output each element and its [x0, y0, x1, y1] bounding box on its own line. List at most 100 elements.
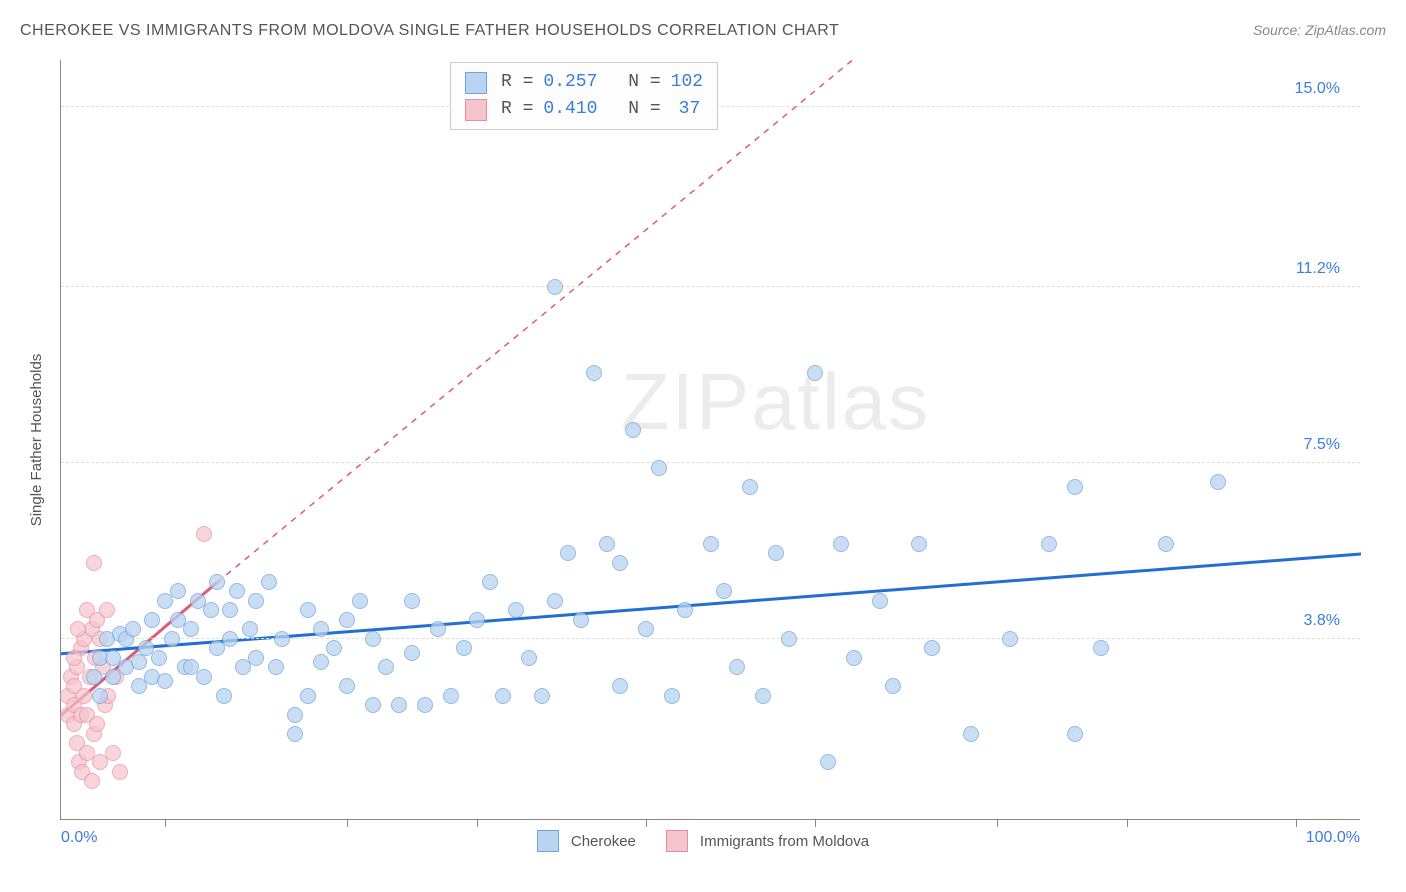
y-tick-label: 7.5%	[1304, 436, 1340, 454]
n-label: N =	[628, 69, 660, 96]
scatter-point-a	[86, 669, 102, 685]
x-minor-tick	[347, 819, 348, 827]
scatter-point-a	[404, 645, 420, 661]
scatter-point-a	[586, 365, 602, 381]
x-minor-tick	[815, 819, 816, 827]
x-minor-tick	[477, 819, 478, 827]
chart-header: CHEROKEE VS IMMIGRANTS FROM MOLDOVA SING…	[20, 22, 1386, 40]
scatter-point-a	[495, 688, 511, 704]
scatter-point-b	[99, 602, 115, 618]
scatter-point-b	[105, 745, 121, 761]
scatter-point-a	[820, 754, 836, 770]
scatter-point-a	[716, 583, 732, 599]
scatter-point-a	[677, 602, 693, 618]
x-minor-tick	[997, 819, 998, 827]
scatter-point-a	[391, 697, 407, 713]
scatter-point-a	[651, 460, 667, 476]
scatter-point-a	[313, 621, 329, 637]
grid-line	[61, 462, 1360, 463]
swatch-cherokee	[465, 72, 487, 94]
scatter-point-a	[287, 707, 303, 723]
grid-line	[61, 286, 1360, 287]
r-label: R =	[501, 96, 533, 123]
scatter-point-a	[157, 673, 173, 689]
legend-label-moldova: Immigrants from Moldova	[700, 833, 869, 850]
scatter-point-a	[807, 365, 823, 381]
scatter-point-a	[547, 279, 563, 295]
stats-row-moldova: R = 0.410 N = 37	[465, 96, 703, 123]
scatter-point-a	[833, 536, 849, 552]
scatter-point-a	[417, 697, 433, 713]
correlation-stats-box: R = 0.257 N = 102 R = 0.410 N = 37	[450, 62, 718, 130]
scatter-point-a	[911, 536, 927, 552]
scatter-point-a	[1158, 536, 1174, 552]
scatter-point-b	[70, 621, 86, 637]
scatter-point-b	[76, 688, 92, 704]
scatter-point-a	[287, 726, 303, 742]
scatter-point-a	[229, 583, 245, 599]
legend-item-moldova: Immigrants from Moldova	[666, 830, 869, 852]
legend-item-cherokee: Cherokee	[537, 830, 636, 852]
scatter-point-a	[125, 621, 141, 637]
scatter-point-a	[131, 654, 147, 670]
scatter-point-b	[86, 555, 102, 571]
scatter-point-a	[443, 688, 459, 704]
legend-label-cherokee: Cherokee	[571, 833, 636, 850]
chart-title: CHEROKEE VS IMMIGRANTS FROM MOLDOVA SING…	[20, 22, 839, 40]
scatter-point-b	[84, 773, 100, 789]
r-label: R =	[501, 69, 533, 96]
grid-line	[61, 638, 1360, 639]
scatter-point-a	[456, 640, 472, 656]
x-minor-tick	[646, 819, 647, 827]
chart-plot-area: ZIPatlas 3.8%7.5%11.2%15.0%0.0%100.0%	[60, 60, 1360, 820]
scatter-point-a	[963, 726, 979, 742]
scatter-point-a	[339, 678, 355, 694]
scatter-point-a	[248, 593, 264, 609]
scatter-point-a	[164, 631, 180, 647]
scatter-point-a	[300, 688, 316, 704]
scatter-point-a	[508, 602, 524, 618]
scatter-point-a	[612, 555, 628, 571]
scatter-point-a	[144, 612, 160, 628]
y-tick-label: 15.0%	[1295, 80, 1340, 98]
scatter-point-a	[313, 654, 329, 670]
scatter-point-a	[430, 621, 446, 637]
n-value-cherokee: 102	[671, 69, 703, 96]
scatter-point-a	[183, 621, 199, 637]
scatter-point-b	[196, 526, 212, 542]
bottom-legend: Cherokee Immigrants from Moldova	[0, 830, 1406, 852]
scatter-point-a	[261, 574, 277, 590]
scatter-point-a	[1093, 640, 1109, 656]
scatter-point-a	[300, 602, 316, 618]
scatter-point-a	[560, 545, 576, 561]
scatter-point-a	[482, 574, 498, 590]
scatter-point-a	[1002, 631, 1018, 647]
scatter-point-a	[573, 612, 589, 628]
scatter-point-a	[846, 650, 862, 666]
scatter-point-a	[151, 650, 167, 666]
n-value-moldova: 37	[671, 96, 701, 123]
x-minor-tick	[165, 819, 166, 827]
x-minor-tick	[1296, 819, 1297, 827]
y-axis-label: Single Father Households	[28, 354, 45, 527]
scatter-point-a	[404, 593, 420, 609]
source-name: ZipAtlas.com	[1305, 22, 1386, 38]
scatter-point-a	[469, 612, 485, 628]
n-label: N =	[628, 96, 660, 123]
r-value-cherokee: 0.257	[543, 69, 597, 96]
scatter-point-a	[1067, 726, 1083, 742]
scatter-point-a	[547, 593, 563, 609]
scatter-point-a	[203, 602, 219, 618]
scatter-point-a	[703, 536, 719, 552]
scatter-point-a	[209, 574, 225, 590]
scatter-point-a	[216, 688, 232, 704]
legend-swatch-cherokee	[537, 830, 559, 852]
scatter-point-a	[599, 536, 615, 552]
scatter-point-a	[248, 650, 264, 666]
scatter-point-a	[1041, 536, 1057, 552]
scatter-point-a	[222, 602, 238, 618]
scatter-point-a	[729, 659, 745, 675]
scatter-point-a	[755, 688, 771, 704]
scatter-point-a	[326, 640, 342, 656]
y-tick-label: 11.2%	[1296, 260, 1340, 278]
